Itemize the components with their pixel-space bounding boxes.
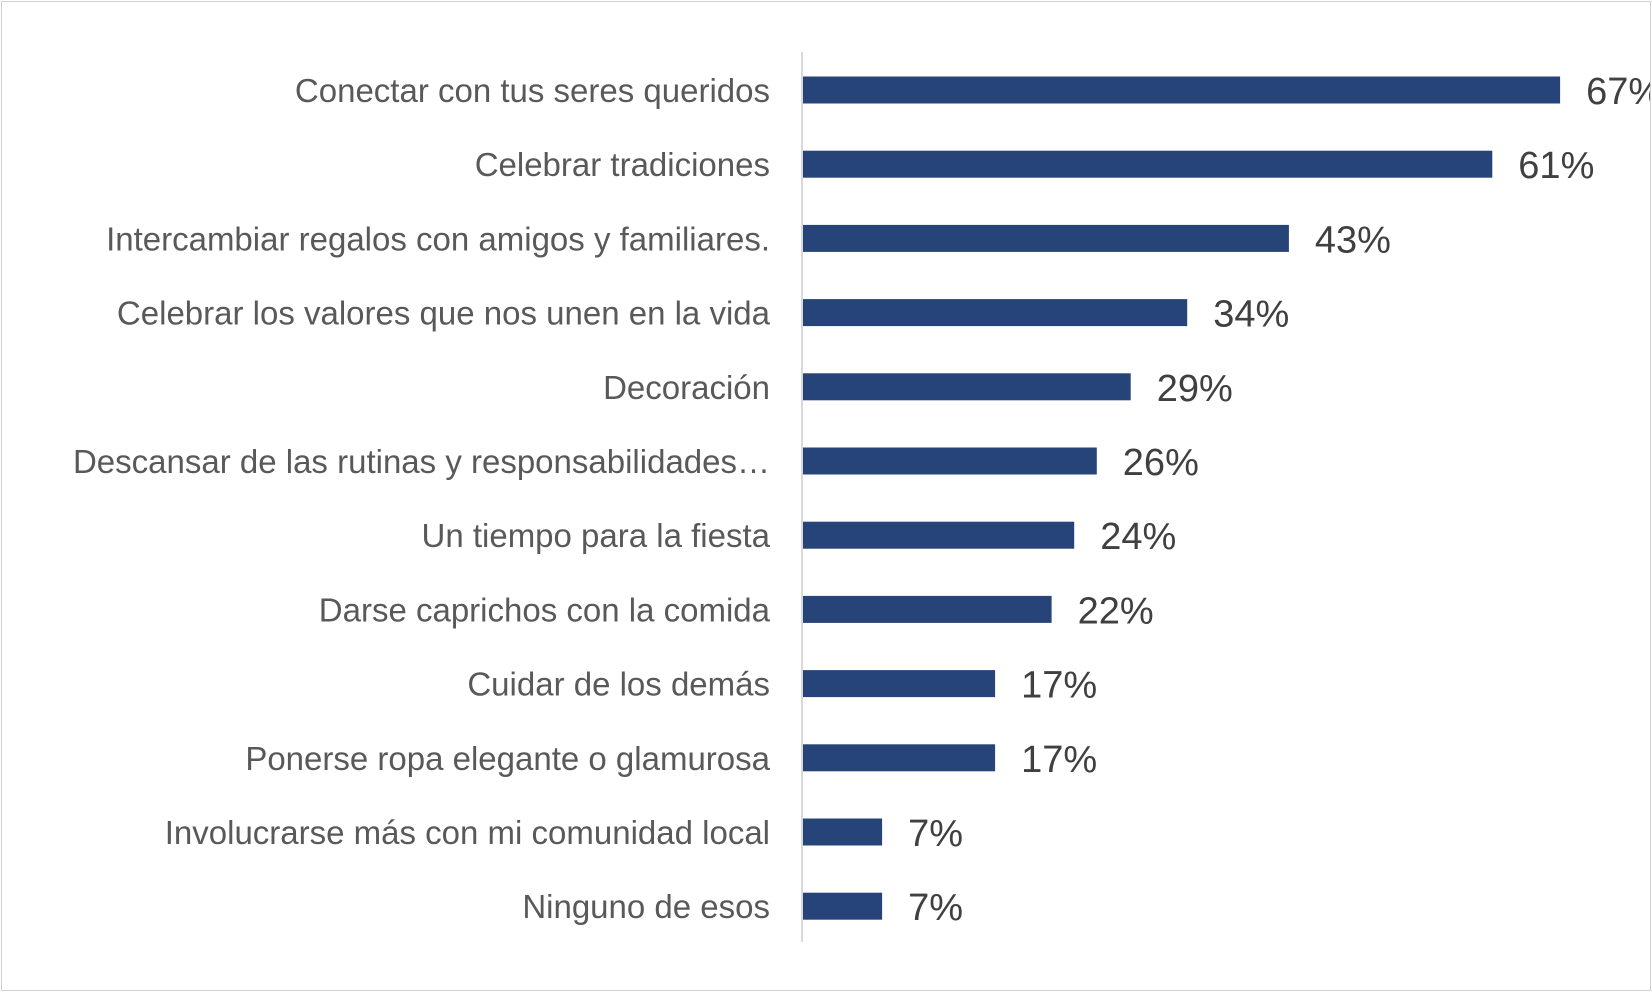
bar [803,595,1052,623]
category-label: Ponerse ropa elegante o glamurosa [245,740,770,777]
value-label: 22% [1078,590,1154,632]
category-label: Ninguno de esos [522,888,770,925]
bar [803,224,1289,252]
category-label: Involucrarse más con mi comunidad local [165,814,770,851]
bars-layer [803,76,1561,920]
category-label: Celebrar tradiciones [475,146,770,183]
value-label: 7% [908,813,963,855]
value-label: 7% [908,887,963,929]
category-label: Intercambiar regalos con amigos y famili… [106,220,770,257]
bar [803,892,883,920]
category-label: Decoración [603,369,770,406]
value-label: 26% [1123,442,1199,484]
value-label: 29% [1157,368,1233,410]
value-label: 34% [1213,294,1289,336]
bar [803,76,1561,104]
labels-layer: Conectar con tus seres queridos 67% Celebr… [73,71,1650,929]
value-label: 43% [1315,219,1391,261]
value-label: 67% [1586,71,1650,113]
value-label: 17% [1021,739,1097,781]
bar [803,299,1188,327]
category-label: Celebrar los valores que nos unen en la … [117,295,771,332]
value-label: 61% [1518,145,1594,187]
category-label: Darse caprichos con la comida [319,591,771,628]
category-label: Descansar de las rutinas y responsabilid… [73,443,770,480]
bar [803,744,996,772]
bar [803,818,883,846]
category-label: Cuidar de los demás [467,666,770,703]
bar [803,150,1493,178]
bar [803,670,996,698]
bar [803,521,1075,549]
bar [803,447,1097,475]
category-label: Conectar con tus seres queridos [295,72,770,109]
value-label: 24% [1100,516,1176,558]
bar [803,373,1131,401]
value-label: 17% [1021,665,1097,707]
category-label: Un tiempo para la fiesta [421,517,770,554]
